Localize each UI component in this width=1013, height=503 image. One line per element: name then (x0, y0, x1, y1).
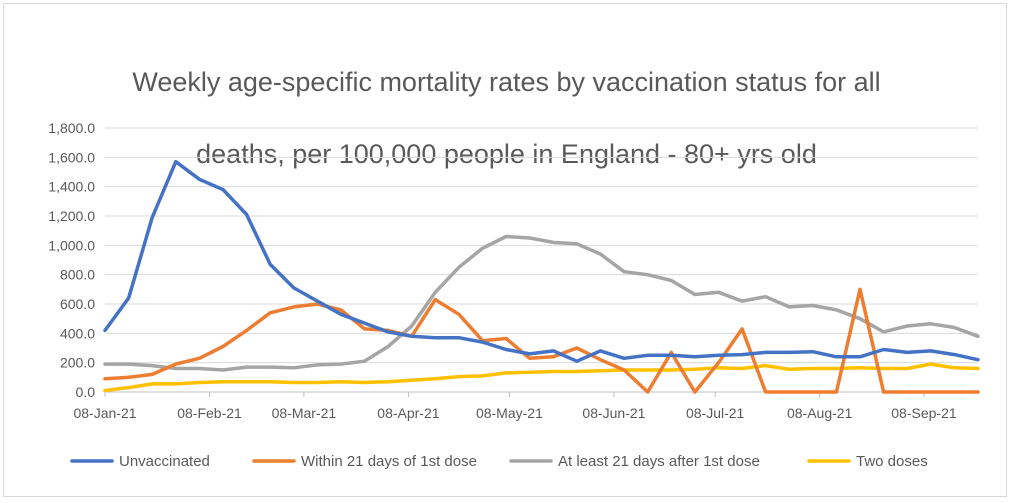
y-tick-label: 400.0 (60, 325, 95, 341)
x-axis: 08-Jan-21 08-Feb-21 08-Mar-21 08-Apr-21 08-M… (73, 391, 978, 421)
series-line-unvaccinated (103, 159, 980, 363)
legend: Unvaccinated Within 21 days of 1st dose At… (70, 453, 928, 470)
series-line-within-21-days-of-1st-dose (103, 287, 980, 394)
chart-frame (3, 3, 1007, 497)
chart-title-line-2: deaths, per 100,000 people in England - … (196, 139, 817, 169)
legend-label: Two doses (856, 453, 928, 470)
y-axis-ticks: 0.0 200.0 400.0 600.0 800.0 1,000.0 1,200.0 1,4… (48, 120, 95, 400)
y-tick-label: 1,400.0 (48, 179, 95, 195)
gridlines (105, 127, 978, 364)
x-tick-label: 08-Jun-21 (582, 405, 645, 421)
y-tick-label: 800.0 (60, 267, 95, 283)
x-tick-label: 08-Feb-21 (177, 405, 242, 421)
chart-title-line-1: Weekly age-specific mortality rates by v… (132, 67, 881, 97)
y-tick-label: 1,800.0 (48, 120, 95, 136)
x-tick-label: 08-Apr-21 (377, 405, 439, 421)
legend-label: At least 21 days after 1st dose (558, 453, 760, 470)
x-tick-label: 08-Jul-21 (686, 405, 745, 421)
y-tick-label: 1,600.0 (48, 149, 95, 165)
legend-label: Within 21 days of 1st dose (301, 453, 477, 470)
chart-title: Weekly age-specific mortality rates by v… (0, 28, 1013, 208)
y-tick-label: 0.0 (76, 384, 96, 400)
series-line-two-doses (103, 362, 980, 393)
series-line-at-least-21-days-after-1st-dose (103, 234, 980, 372)
x-tick-label: 08-Jan-21 (73, 405, 136, 421)
x-tick-label: 08-May-21 (476, 405, 543, 421)
x-tick-label: 08-Aug-21 (787, 405, 853, 421)
x-tick-label: 08-Mar-21 (272, 405, 337, 421)
y-tick-label: 600.0 (60, 296, 95, 312)
y-tick-label: 1,200.0 (48, 208, 95, 224)
legend-label: Unvaccinated (119, 453, 210, 470)
y-tick-label: 200.0 (60, 355, 95, 371)
y-tick-label: 1,000.0 (48, 237, 95, 253)
x-tick-label: 08-Sep-21 (891, 405, 957, 421)
data-series (103, 159, 980, 394)
